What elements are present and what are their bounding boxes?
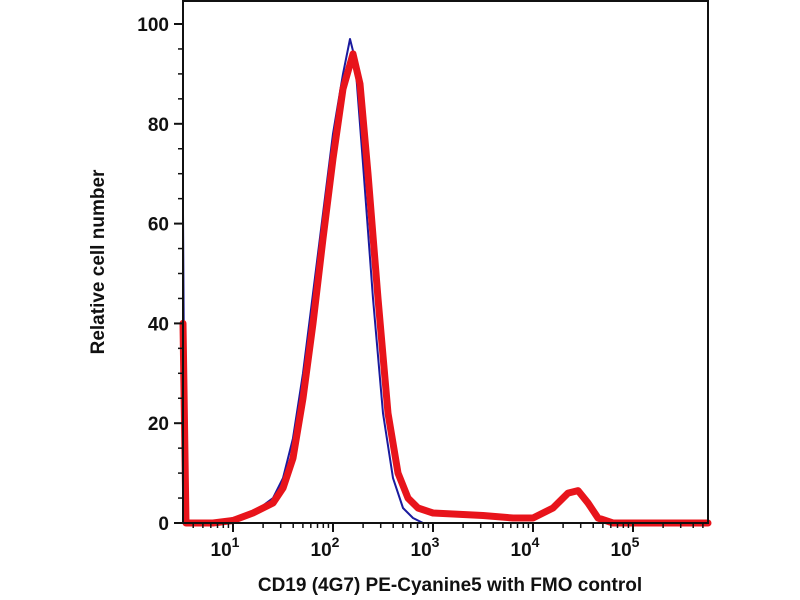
series-line-fmo-control [182,38,709,524]
y-tick-label: 20 [148,414,169,435]
x-axis: 101 102 103 104 105 [192,523,704,561]
y-axis-title: Relative cell number [88,169,109,354]
x-tick-exponent: 4 [532,534,540,550]
y-tick-label: 40 [148,314,169,335]
y-tick-label: 80 [148,115,169,136]
x-tick-label: 104 [511,534,540,561]
y-tick-label: 60 [148,215,169,236]
x-tick-base: 10 [611,540,632,561]
x-tick-base: 10 [211,540,232,561]
x-tick-base: 10 [511,540,532,561]
y-tick-label: 100 [137,15,169,36]
x-tick-label: 101 [211,534,240,561]
x-axis-title: CD19 (4G7) PE-Cyanine5 with FMO control [258,575,642,596]
y-axis: 0 20 40 60 80 100 [137,15,183,535]
x-tick-exponent: 2 [332,534,340,550]
y-tick-label: 0 [158,514,169,535]
x-tick-base: 10 [311,540,332,561]
x-tick-exponent: 3 [432,534,440,550]
series-line-stained [179,50,712,527]
x-tick-label: 102 [311,534,340,561]
series-layer [179,38,712,527]
x-tick-exponent: 1 [232,534,240,550]
x-tick-base: 10 [411,540,432,561]
x-tick-exponent: 5 [632,534,640,550]
x-tick-label: 103 [411,534,440,561]
plot-frame [182,0,709,524]
x-tick-label: 105 [611,534,640,561]
